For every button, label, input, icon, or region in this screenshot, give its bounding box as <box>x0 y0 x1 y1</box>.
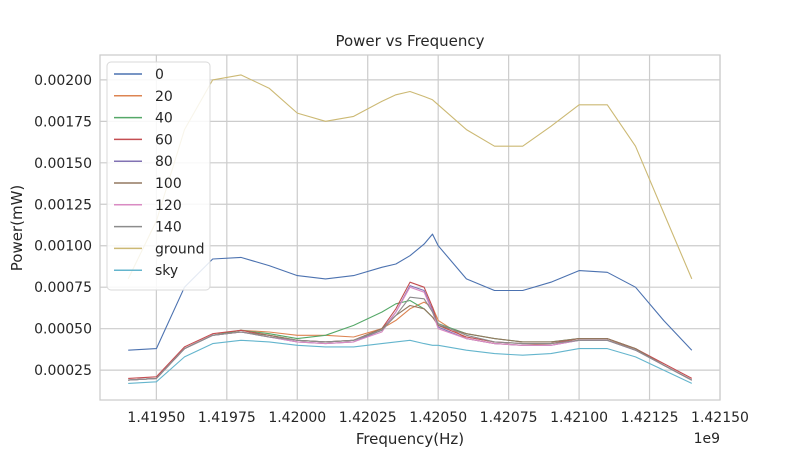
legend-label: 120 <box>155 198 182 214</box>
x-tick-label: 1.42000 <box>268 410 326 426</box>
x-tick-label: 1.42150 <box>691 410 749 426</box>
x-axis-title: Frequency(Hz) <box>356 430 464 448</box>
series-line-sky <box>128 339 693 384</box>
legend-label: 140 <box>155 220 182 236</box>
legend-label: 80 <box>155 154 173 170</box>
y-tick-label: 0.00200 <box>34 73 92 89</box>
x-tick-label: 1.42075 <box>480 410 538 426</box>
x-tick-label: 1.42100 <box>550 410 608 426</box>
legend-label: 0 <box>155 67 164 83</box>
legend-label: ground <box>155 241 205 257</box>
y-tick-labels: 0.00025 0.00050 0.00075 0.00100 0.00125 0.001… <box>34 73 92 379</box>
legend-label: 100 <box>155 176 182 192</box>
y-tick-label: 0.00175 <box>34 114 92 130</box>
y-axis-title: Power(mW) <box>8 185 26 272</box>
x-tick-label: 1.42050 <box>409 410 467 426</box>
y-tick-label: 0.00125 <box>34 197 92 213</box>
legend: 0 20 40 60 80 100 120 140 ground sky <box>106 61 211 291</box>
legend-label: 40 <box>155 111 173 127</box>
y-tick-label: 0.00025 <box>34 363 92 379</box>
legend-label: sky <box>155 263 178 279</box>
y-tick-label: 0.00075 <box>34 280 92 296</box>
x-offset-label: 1e9 <box>694 431 720 447</box>
series-line-ground <box>127 74 693 280</box>
x-tick-label: 1.42125 <box>621 410 679 426</box>
y-tick-label: 0.00150 <box>34 156 92 172</box>
legend-box <box>106 61 211 291</box>
plot-frame <box>99 54 721 401</box>
y-tick-label: 0.00100 <box>34 239 92 255</box>
x-tick-label: 1.41950 <box>127 410 185 426</box>
series-lines <box>127 74 693 384</box>
series-line-0 <box>128 233 693 351</box>
x-tick-label: 1.41975 <box>198 410 256 426</box>
x-tick-label: 1.42025 <box>339 410 397 426</box>
legend-label: 60 <box>155 132 173 148</box>
x-tick-labels: 1.41950 1.41975 1.42000 1.42025 1.42050 1.420… <box>127 410 749 426</box>
legend-label: 20 <box>155 89 173 105</box>
chart-title: Power vs Frequency <box>335 32 484 50</box>
series-line-140 <box>128 296 693 381</box>
y-tick-label: 0.00050 <box>34 322 92 338</box>
